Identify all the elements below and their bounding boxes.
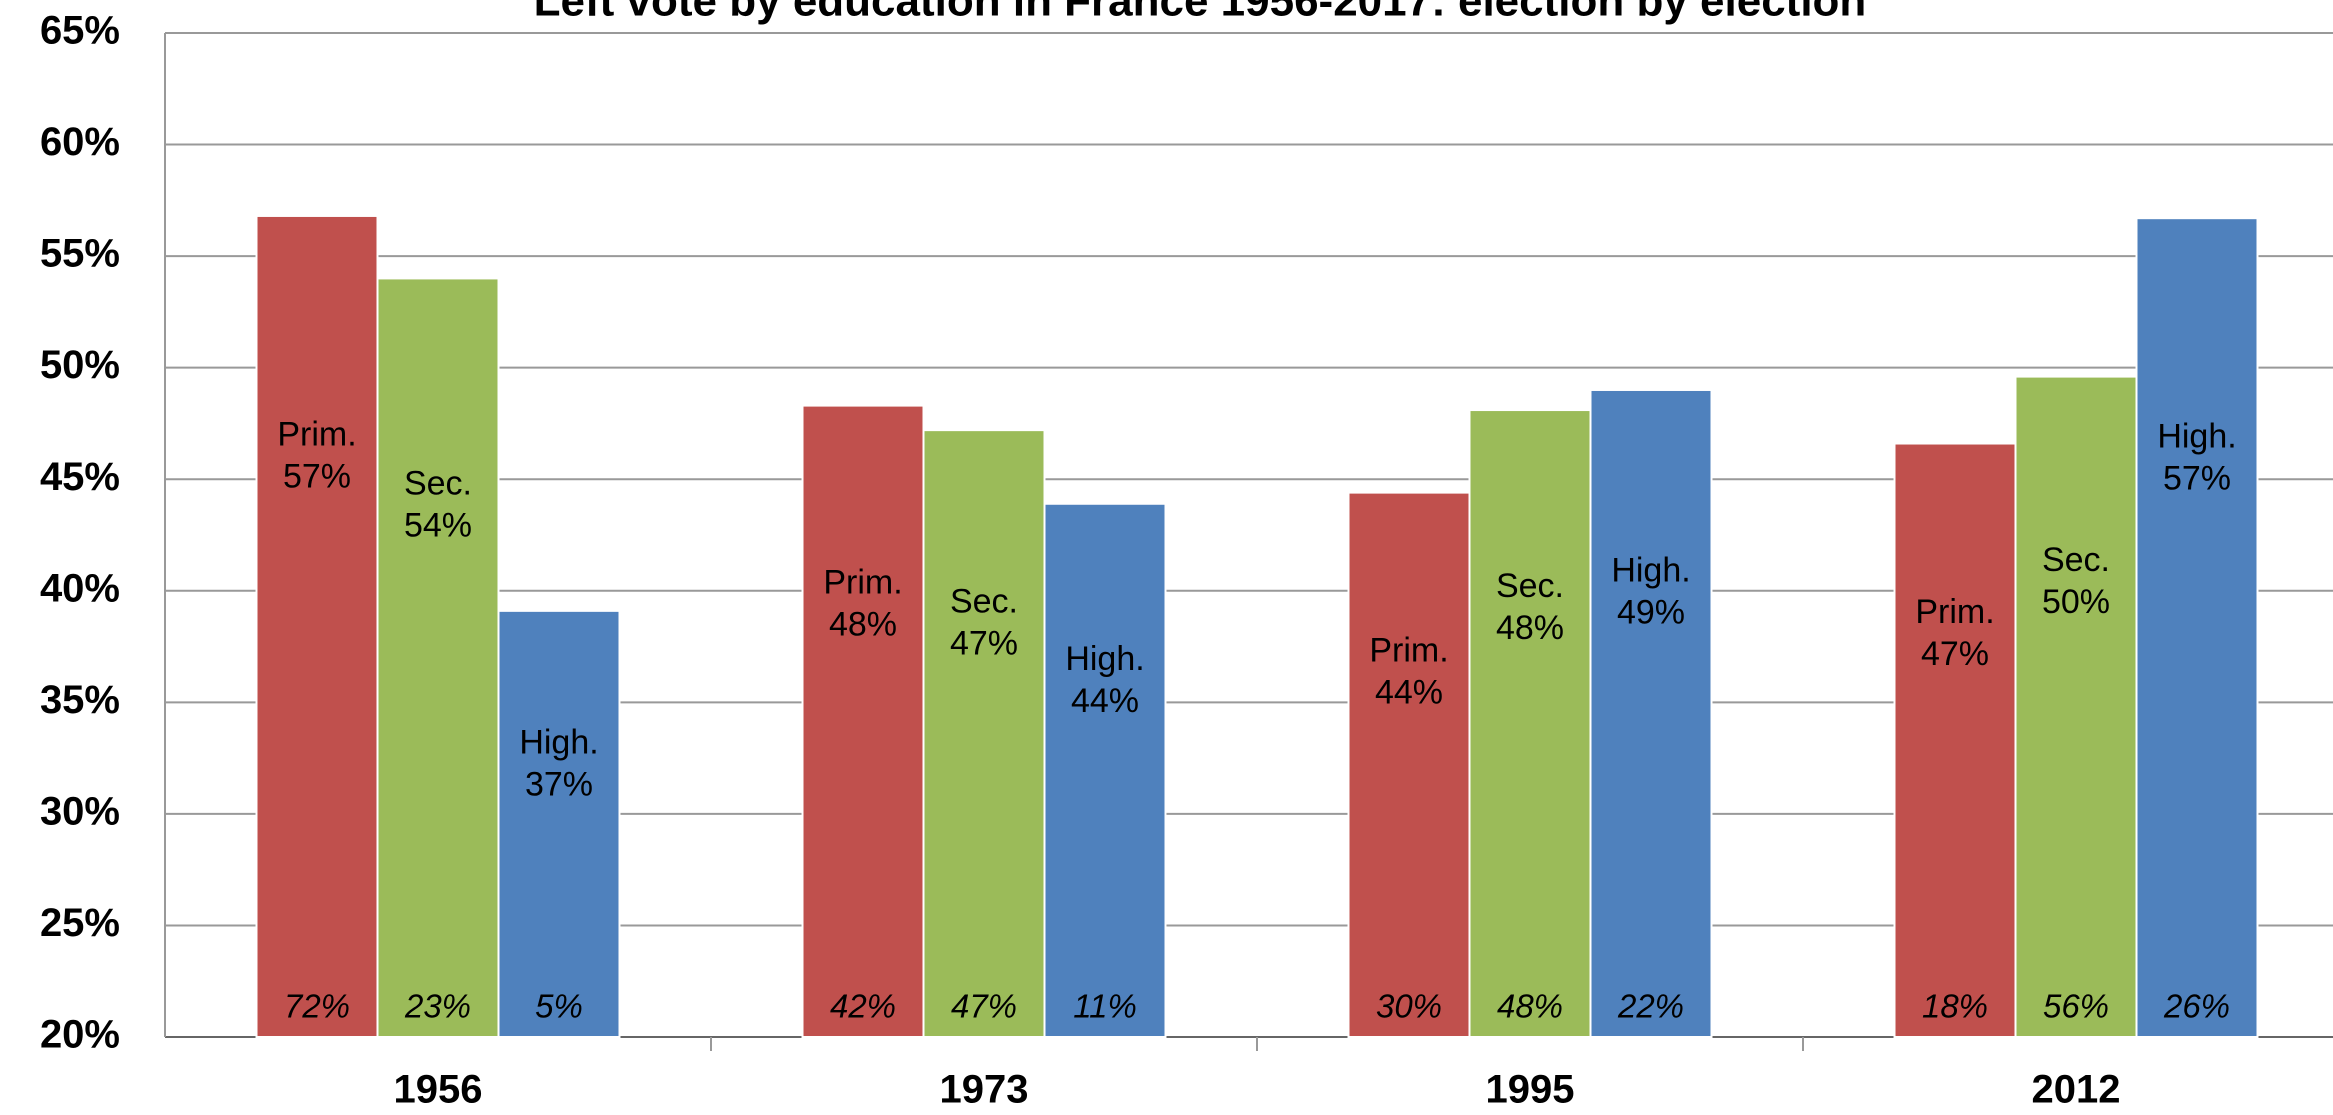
bar-series-name: Prim.: [1915, 593, 1994, 631]
bar-series-name: High.: [2157, 417, 2236, 455]
bar-label: 48%: [1496, 609, 1564, 647]
bar-series-name: Sec.: [1496, 567, 1564, 605]
bar: [1043, 502, 1167, 1038]
share-label: 18%: [1922, 988, 1988, 1025]
y-tick-label: 35%: [40, 678, 120, 722]
bar-label: 54%: [404, 506, 472, 544]
share-label: 26%: [2163, 988, 2230, 1025]
y-tick-label: 25%: [40, 901, 120, 945]
bar-label: 50%: [2042, 583, 2110, 621]
bar-series-name: Prim.: [823, 563, 902, 601]
share-label: 5%: [535, 988, 583, 1025]
y-tick-label: 50%: [40, 343, 120, 387]
bar: [801, 404, 925, 1038]
bar-series-name: Sec.: [2042, 541, 2110, 579]
bar: [1347, 491, 1471, 1038]
bar-series-name: High.: [1611, 551, 1690, 589]
share-label: 56%: [2043, 988, 2109, 1025]
y-tick-label: 45%: [40, 455, 120, 499]
share-label: 23%: [404, 988, 471, 1025]
bar-series-name: Prim.: [1369, 631, 1448, 669]
share-label: 47%: [951, 988, 1017, 1025]
bar-label: 37%: [525, 766, 593, 804]
y-tick-label: 40%: [40, 566, 120, 610]
bar: [1589, 388, 1713, 1038]
bar-label: 57%: [283, 458, 351, 496]
chart-title: Left vote by education in France 1956-20…: [534, 0, 1867, 26]
y-tick-label: 65%: [40, 9, 120, 53]
bar-label: 47%: [1921, 635, 1989, 673]
bar: [922, 429, 1046, 1039]
share-label: 48%: [1497, 988, 1563, 1025]
bar: [2014, 375, 2138, 1038]
bar-label: 57%: [2163, 459, 2231, 497]
bar-label: 44%: [1071, 682, 1139, 720]
bar: [1893, 442, 2017, 1039]
share-label: 30%: [1376, 988, 1442, 1025]
bar: [497, 609, 621, 1038]
bar: [1468, 409, 1592, 1038]
y-tick-label: 30%: [40, 789, 120, 833]
bar: [255, 214, 379, 1038]
bar-label: 49%: [1617, 593, 1685, 631]
share-label: 22%: [1617, 988, 1684, 1025]
share-label: 72%: [284, 988, 350, 1025]
x-tick-label: 1995: [1486, 1068, 1575, 1112]
bar-series-name: Sec.: [404, 464, 472, 502]
bar-series-name: High.: [1065, 640, 1144, 678]
share-label: 42%: [830, 988, 896, 1025]
x-tick-label: 2012: [2032, 1068, 2121, 1112]
share-label: 11%: [1073, 988, 1137, 1025]
y-tick-label: 55%: [40, 232, 120, 276]
y-tick-label: 20%: [40, 1013, 120, 1057]
bar-series-name: Prim.: [277, 416, 356, 454]
bar-label: 44%: [1375, 673, 1443, 711]
y-tick-label: 60%: [40, 120, 120, 164]
x-tick-label: 1973: [940, 1068, 1029, 1112]
x-tick-label: 1956: [394, 1068, 483, 1112]
bar: [376, 277, 500, 1038]
bar-series-name: Sec.: [950, 583, 1018, 621]
bar-label: 47%: [950, 625, 1018, 663]
bar-series-name: High.: [519, 724, 598, 762]
bar-label: 48%: [829, 605, 897, 643]
bar: [2135, 217, 2259, 1038]
